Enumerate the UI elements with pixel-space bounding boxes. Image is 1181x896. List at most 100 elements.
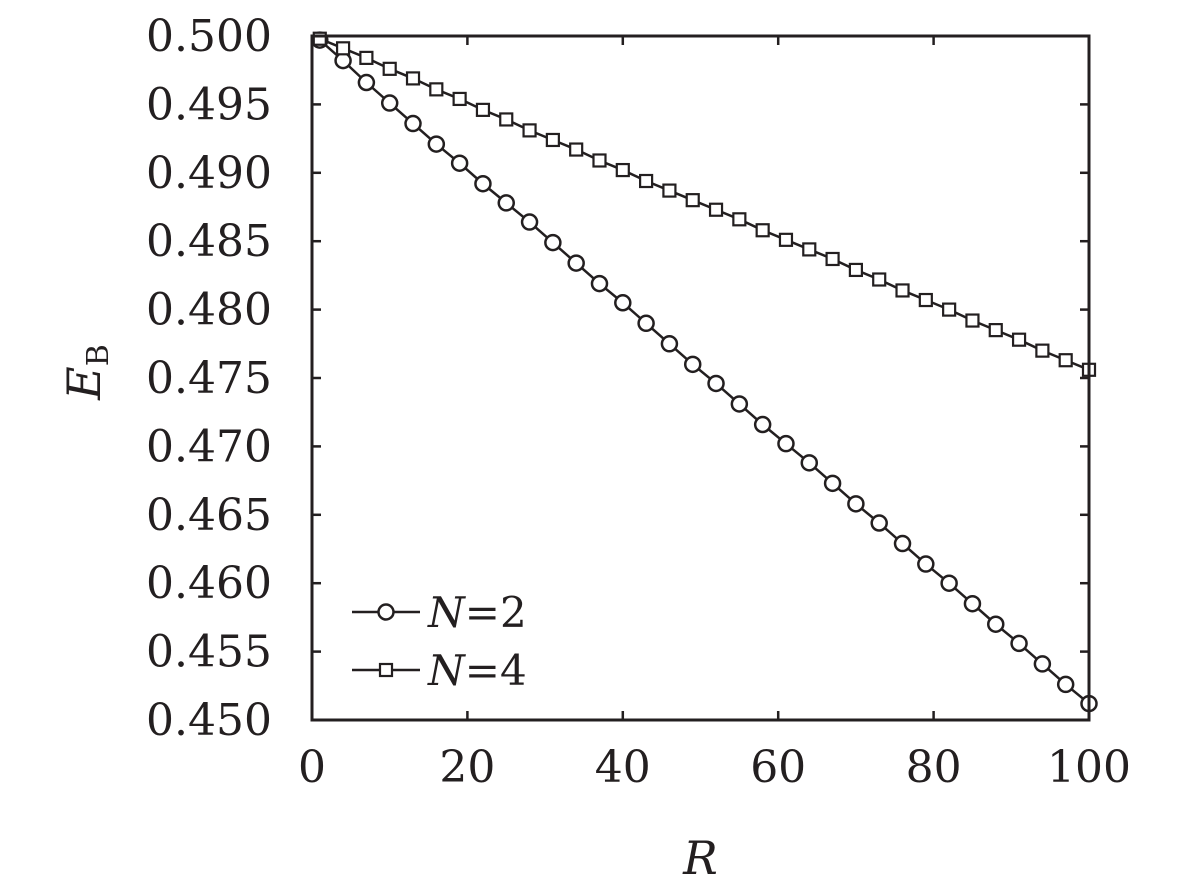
data-point-circle — [870, 514, 888, 532]
data-point-square — [778, 232, 794, 247]
data-point-circle — [987, 615, 1005, 633]
data-point-square — [1035, 343, 1050, 358]
data-point-square — [825, 251, 840, 267]
data-point-circle — [520, 213, 539, 231]
data-point-square — [708, 202, 724, 217]
legend: N=2N=4 — [352, 588, 527, 695]
data-point-square — [382, 61, 397, 76]
data-point-square — [662, 183, 677, 198]
data-point-square — [499, 112, 514, 127]
legend-label: N=4 — [427, 646, 527, 695]
data-point-circle — [590, 274, 609, 293]
data-point-square — [405, 71, 421, 86]
y-tick-label: 0.490 — [146, 148, 272, 199]
data-point-circle — [730, 395, 749, 413]
legend-label-value: =4 — [465, 646, 527, 695]
tick-layer: 0 20 40 60 80 100 0.450 0.455 0.460 0.465 0.470 0.4… — [146, 11, 1131, 793]
data-point-circle — [404, 114, 422, 133]
legend-label-value: =2 — [465, 588, 527, 637]
y-axis-label: EB — [57, 344, 116, 401]
legend-label-variable: N — [427, 588, 466, 637]
series-line — [319, 37, 1090, 371]
data-point-square — [639, 173, 654, 189]
x-tick-label: 80 — [906, 742, 962, 793]
data-point-circle — [637, 314, 655, 333]
data-point-square — [965, 313, 980, 328]
y-tick-label: 0.465 — [146, 490, 272, 541]
y-tick-label: 0.485 — [146, 216, 272, 267]
data-point-circle — [357, 73, 376, 92]
legend-item-2: N=4 — [352, 646, 527, 695]
data-point-circle — [800, 454, 819, 472]
data-point-square — [685, 193, 700, 208]
legend-item-1: N=2 — [352, 588, 527, 637]
data-point-square — [942, 302, 957, 317]
data-point-circle — [823, 474, 842, 493]
y-tick-label: 0.495 — [146, 79, 272, 130]
data-point-square — [569, 142, 584, 157]
data-point-square — [615, 162, 630, 178]
data-point-circle — [544, 233, 562, 252]
data-point-circle — [427, 135, 446, 153]
data-point-circle — [777, 434, 795, 453]
data-point-square — [475, 102, 491, 117]
data-point-circle — [707, 374, 725, 393]
data-point-circle — [847, 495, 865, 513]
legend-marker-circle — [377, 603, 395, 621]
data-point-circle — [474, 174, 492, 193]
series-2 — [312, 31, 1097, 377]
x-tick-label: 60 — [750, 742, 806, 793]
data-point-square — [452, 91, 467, 107]
x-axis-label: R — [682, 831, 718, 885]
data-point-square — [1011, 332, 1027, 347]
data-point-circle — [1033, 655, 1052, 673]
x-tick-label: 20 — [439, 742, 495, 793]
y-tick-label: 0.450 — [146, 695, 272, 746]
data-point-circle — [683, 355, 702, 374]
data-point-circle — [963, 594, 982, 613]
series-1 — [311, 31, 1098, 713]
data-point-circle — [753, 415, 772, 434]
series-line — [318, 39, 1090, 705]
y-tick-label: 0.460 — [146, 558, 272, 609]
data-point-circle — [1010, 634, 1028, 653]
y-axis-label-main: E — [57, 366, 111, 401]
x-tick-label: 40 — [595, 742, 651, 793]
x-tick-label: 100 — [1047, 742, 1131, 793]
y-tick-label: 0.470 — [146, 421, 272, 472]
data-point-square — [545, 132, 560, 148]
y-tick-label: 0.455 — [146, 627, 272, 678]
y-tick-label: 0.480 — [146, 285, 272, 336]
data-point-circle — [940, 574, 958, 592]
legend-label-variable: N — [427, 646, 466, 695]
y-tick-label: 0.500 — [146, 11, 272, 62]
data-point-circle — [917, 555, 935, 573]
data-point-circle — [660, 335, 679, 353]
data-point-square — [359, 50, 374, 65]
data-point-circle — [567, 254, 585, 272]
data-point-square — [988, 323, 1003, 338]
data-point-square — [872, 272, 887, 287]
legend-marker-square — [378, 662, 394, 678]
data-point-square — [522, 123, 537, 138]
y-tick-label: 0.475 — [146, 353, 272, 404]
data-point-square — [592, 153, 607, 168]
data-point-square — [918, 292, 933, 308]
data-point-circle — [1056, 675, 1075, 694]
data-point-square — [802, 242, 817, 257]
data-point-square — [895, 283, 910, 298]
plot-frame — [310, 34, 1091, 722]
data-point-square — [732, 212, 747, 227]
data-point-square — [848, 262, 864, 278]
data-point-circle — [450, 154, 469, 172]
legend-label: N=2 — [427, 588, 527, 637]
data-point-circle — [497, 194, 515, 212]
series-layer — [311, 31, 1098, 713]
data-point-square — [755, 223, 770, 238]
data-point-square — [335, 41, 351, 56]
data-point-circle — [380, 94, 399, 112]
data-point-square — [1058, 353, 1073, 368]
data-point-circle — [614, 294, 632, 312]
data-point-circle — [893, 534, 912, 553]
